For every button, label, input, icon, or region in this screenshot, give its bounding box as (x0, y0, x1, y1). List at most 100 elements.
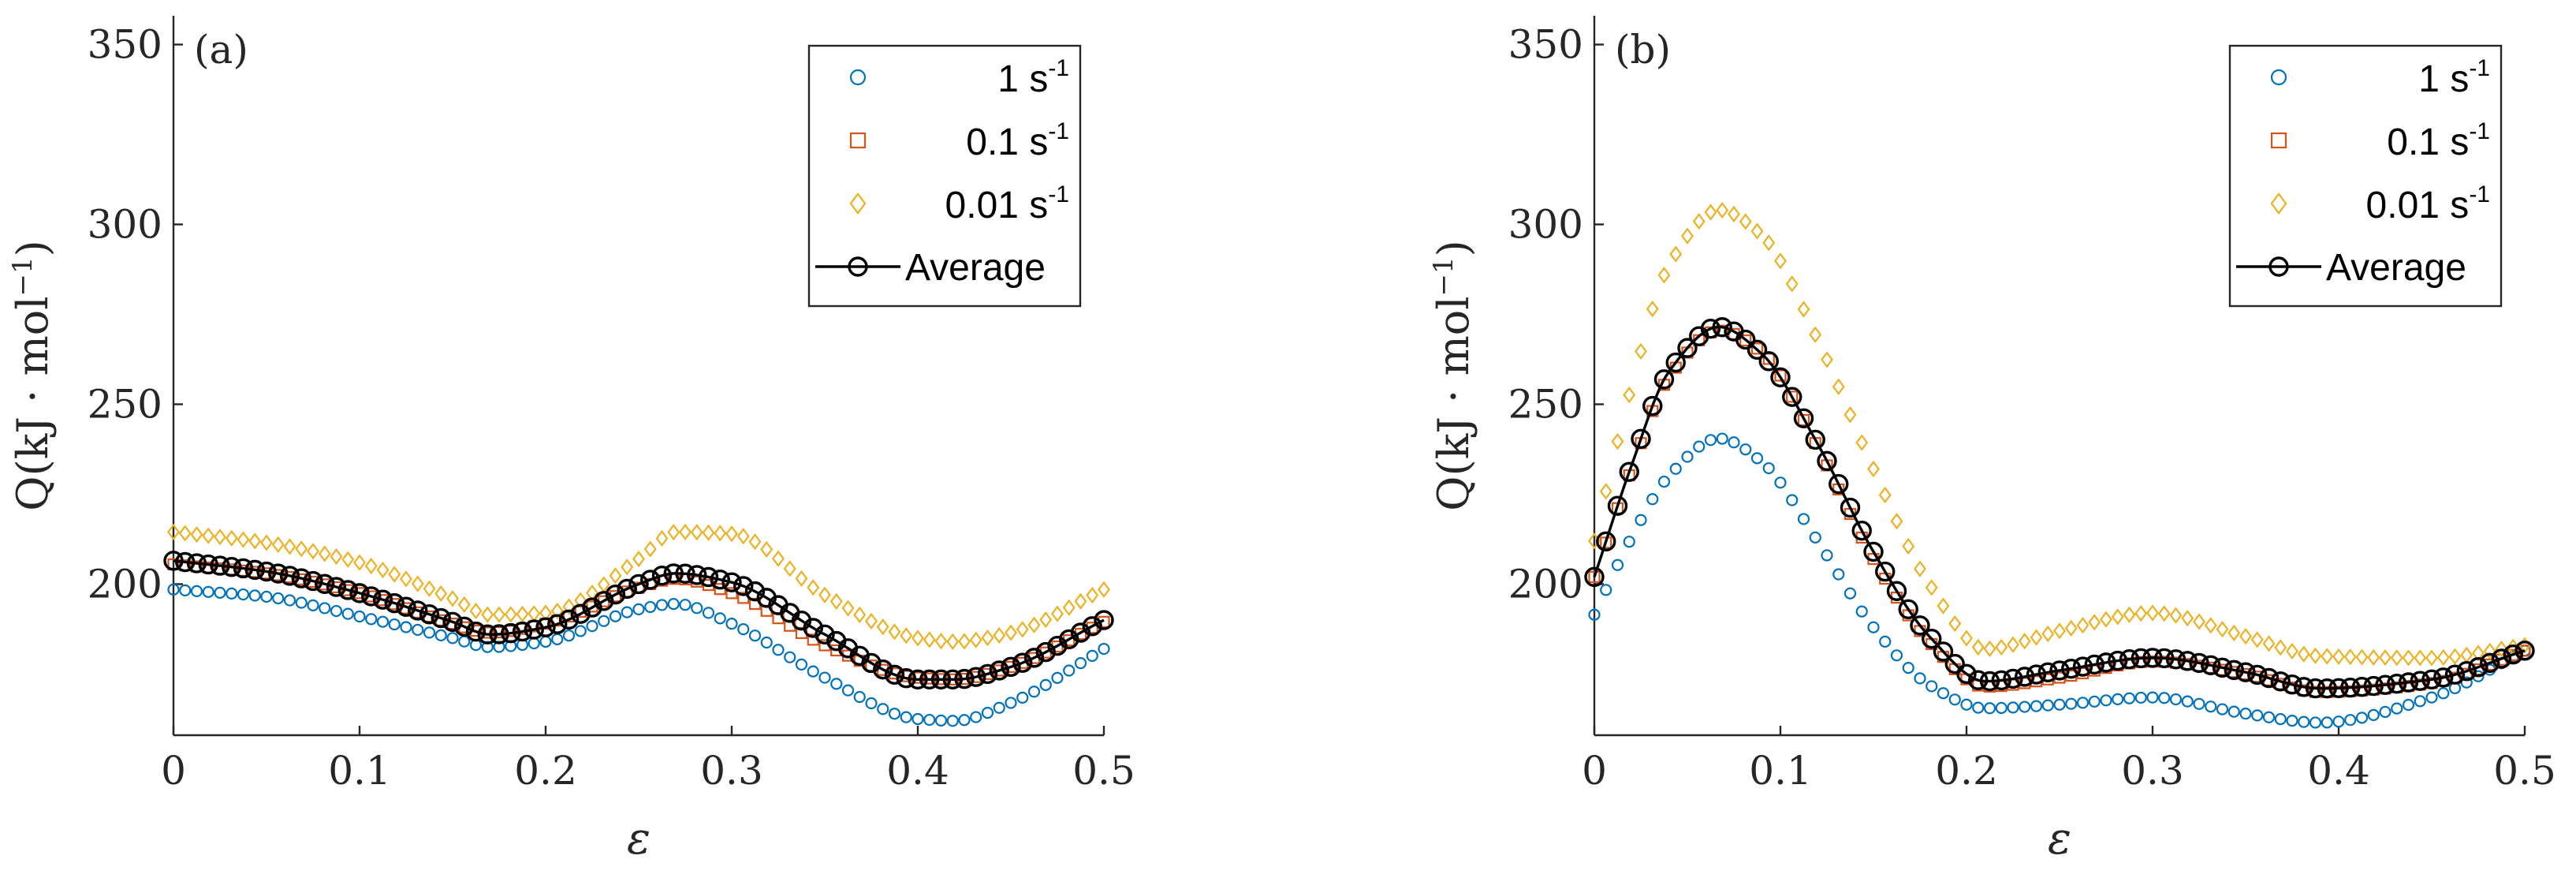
data-point (2402, 649, 2415, 667)
x-tick-label: 0 (161, 748, 186, 794)
y-axis-title-main: Q(kJ · mol (8, 297, 58, 511)
data-point (1016, 621, 1029, 638)
data-point (1843, 587, 1857, 600)
data-point (562, 630, 576, 642)
data-point (163, 551, 184, 571)
data-point (2026, 664, 2047, 685)
data-point (966, 667, 986, 687)
data-point (396, 596, 416, 617)
data-point (2448, 648, 2462, 665)
data-point (353, 610, 366, 623)
data-point (1693, 440, 1706, 453)
data-point (1843, 406, 1857, 424)
data-point (2355, 712, 2369, 724)
data-point (1762, 234, 1776, 252)
y-tick-label: 300 (1508, 201, 1583, 247)
data-point (690, 524, 703, 541)
data-point (2041, 625, 2055, 643)
data-point (361, 586, 382, 607)
legend-label-sup: -1 (2469, 55, 2490, 81)
data-point (2309, 647, 2322, 664)
x-tick-label: 0.5 (1072, 748, 1135, 794)
data-point (233, 558, 254, 579)
data-point (446, 590, 459, 607)
legend-box (2228, 44, 2503, 308)
data-point (1023, 648, 1045, 668)
data-point (175, 551, 196, 573)
data-point (2286, 715, 2298, 727)
x-tick-label: 0.2 (514, 748, 577, 794)
legend-label: 0.1 s-1 (966, 118, 1069, 163)
data-point (1925, 579, 1938, 596)
data-point (628, 574, 649, 595)
data-point (1094, 610, 1114, 630)
data-point (1960, 630, 1973, 647)
data-point (1646, 493, 1659, 506)
y-axis-title-close: ) (1429, 240, 1478, 256)
data-point (651, 565, 673, 586)
data-point (1809, 531, 1821, 544)
data-point (675, 563, 695, 584)
data-point (364, 557, 378, 575)
data-point (1968, 670, 1989, 690)
data-point (2119, 648, 2140, 670)
data-point (2053, 698, 2066, 711)
legend-label-sup: -1 (1048, 181, 1069, 207)
data-point (1728, 205, 1740, 223)
legend-label-main: 0.01 s (945, 185, 1049, 226)
data-point (434, 629, 447, 641)
data-point (919, 669, 940, 690)
data-point (2018, 633, 2031, 650)
data-point (1016, 691, 1029, 704)
data-point (1669, 462, 1682, 475)
x-tick-label: 0.2 (1935, 748, 1998, 794)
data-point (621, 606, 633, 618)
data-point (1611, 433, 1624, 450)
series-average (1584, 317, 2535, 699)
data-point (586, 620, 598, 633)
data-point (400, 570, 412, 588)
data-point (1086, 649, 1098, 662)
data-point (1611, 559, 1624, 571)
data-point (2410, 671, 2430, 691)
legend-label: 1 s-1 (997, 55, 1069, 100)
data-point (643, 540, 657, 558)
data-point (457, 596, 471, 613)
data-point (2134, 691, 2147, 704)
data-point (237, 531, 250, 548)
data-point (376, 615, 390, 628)
x-tick-label: 0.4 (2307, 748, 2370, 794)
data-point (888, 623, 901, 641)
data-point (2157, 605, 2171, 622)
data-point (202, 527, 215, 544)
data-point (1925, 680, 1938, 693)
data-point (829, 592, 843, 611)
data-point (721, 572, 742, 592)
data-point (2460, 676, 2473, 689)
legend-label: Average (2326, 247, 2466, 289)
data-point (434, 585, 448, 603)
data-point (210, 555, 230, 576)
data-point (911, 630, 924, 647)
data-point (1716, 432, 1728, 445)
data-point (167, 583, 180, 596)
y-axis-title: Q(kJ · mol−1) (7, 240, 58, 510)
data-point (900, 627, 913, 644)
data-point (481, 606, 494, 623)
data-point (2037, 662, 2058, 682)
data-point (1786, 390, 1799, 403)
data-point (307, 543, 319, 560)
data-point (330, 547, 343, 566)
data-point (714, 525, 727, 542)
data-point (2270, 671, 2291, 692)
data-point (2305, 678, 2326, 699)
legend-label: 0.1 s-1 (2387, 118, 2490, 163)
data-point (1991, 670, 2011, 691)
data-point (989, 660, 1009, 681)
data-point (307, 599, 319, 611)
data-point (1886, 581, 1907, 601)
data-point (2239, 627, 2252, 645)
data-point (2433, 667, 2454, 688)
data-point (2065, 697, 2078, 710)
data-point (2247, 664, 2268, 686)
